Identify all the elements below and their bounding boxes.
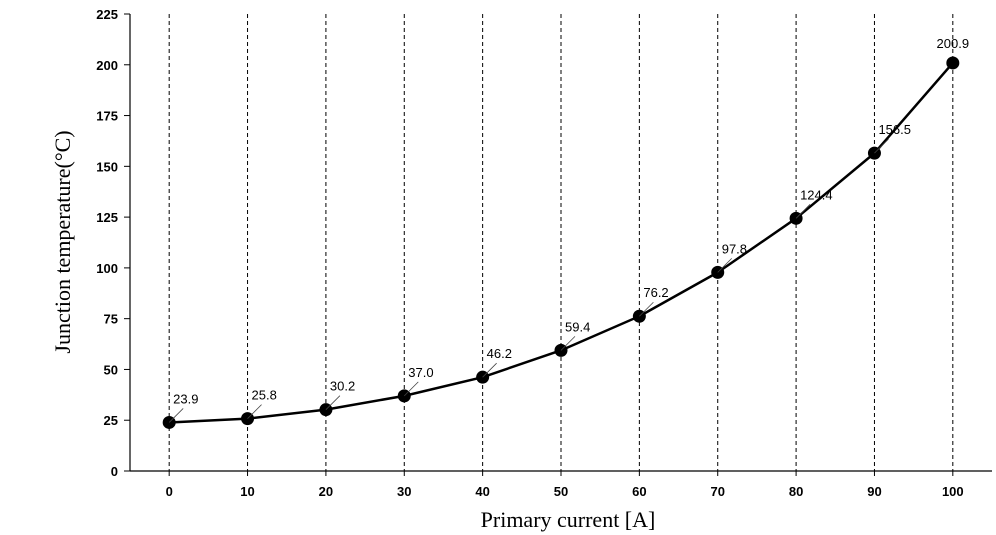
- x-tick-label: 0: [166, 484, 173, 499]
- data-label: 59.4: [565, 319, 590, 334]
- label-leader-line: [717, 258, 733, 273]
- data-label: 76.2: [643, 285, 668, 300]
- x-tick-label: 20: [319, 484, 333, 499]
- x-tick-label: 50: [554, 484, 568, 499]
- x-tick-label: 10: [240, 484, 254, 499]
- axes: [124, 13, 992, 476]
- data-label: 37.0: [408, 365, 433, 380]
- label-leader-line: [482, 362, 497, 378]
- x-tick-label: 30: [397, 484, 411, 499]
- y-axis-title: Junction temperature(°C): [50, 130, 75, 353]
- label-leader-line: [247, 404, 262, 419]
- data-label: 97.8: [722, 241, 747, 256]
- gridlines: [168, 14, 954, 471]
- x-tick-label: 60: [632, 484, 646, 499]
- data-label: 200.9: [937, 36, 970, 51]
- x-tick-label: 40: [475, 484, 489, 499]
- data-label: 124.4: [800, 187, 833, 202]
- x-tick-label: 100: [942, 484, 964, 499]
- label-leader-line: [795, 204, 811, 219]
- y-tick-label: 75: [104, 312, 118, 327]
- y-tick-labels: 0 25 50 75 100 125 150 175 200 225: [96, 7, 118, 479]
- y-tick-label: 150: [96, 159, 118, 174]
- label-leader-line: [168, 408, 184, 423]
- data-label: 23.9: [173, 391, 198, 406]
- x-axis-title: Primary current [A]: [481, 507, 656, 532]
- data-label: 25.8: [252, 388, 277, 403]
- label-leader-line: [325, 395, 341, 410]
- y-tick-label: 0: [111, 464, 118, 479]
- series-line: [169, 62, 954, 424]
- data-label: 156.5: [878, 122, 911, 137]
- data-point: [946, 56, 960, 70]
- y-tick-label: 100: [96, 261, 118, 276]
- label-leader-line: [560, 336, 576, 351]
- y-tick-label: 225: [96, 7, 118, 22]
- label-leader-line: [874, 138, 889, 154]
- y-tick-label: 50: [104, 362, 118, 377]
- x-tick-label: 70: [710, 484, 724, 499]
- y-tick-label: 175: [96, 109, 118, 124]
- label-leader-line: [403, 381, 419, 397]
- data-label: 46.2: [487, 346, 512, 361]
- x-tick-label: 90: [867, 484, 881, 499]
- y-tick-label: 125: [96, 210, 118, 225]
- x-tick-labels: 0 10 20 30 40 50 60 70 80 90 100: [166, 484, 964, 499]
- x-tick-label: 80: [789, 484, 803, 499]
- label-leader-line: [639, 301, 654, 317]
- data-labels: 23.9 25.8 30.2 37.0 46.2 59.4 76.2 97.8 124.4 156…: [168, 36, 970, 423]
- y-tick-label: 25: [104, 413, 118, 428]
- y-tick-label: 200: [96, 58, 118, 73]
- data-label: 30.2: [330, 379, 355, 394]
